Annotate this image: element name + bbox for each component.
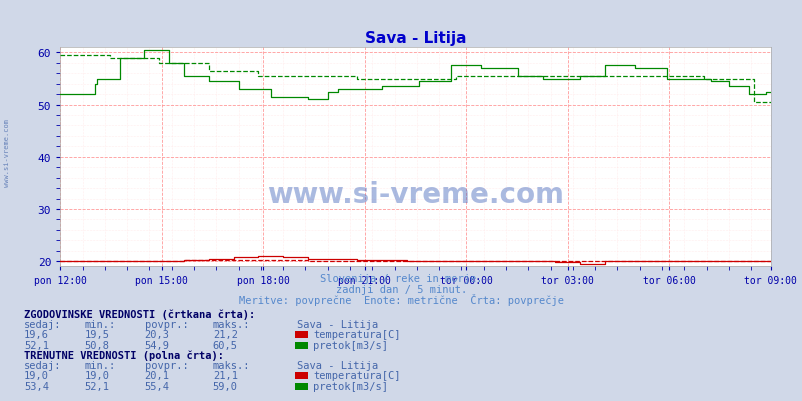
Text: TRENUTNE VREDNOSTI (polna črta):: TRENUTNE VREDNOSTI (polna črta):	[24, 349, 224, 360]
Text: maks.:: maks.:	[213, 360, 250, 370]
Text: 19,0: 19,0	[24, 370, 49, 380]
Text: 55,4: 55,4	[144, 381, 169, 391]
Text: Sava - Litija: Sava - Litija	[297, 360, 378, 370]
Text: sedaj:: sedaj:	[24, 319, 62, 329]
Text: Slovenija / reke in morje.: Slovenija / reke in morje.	[320, 273, 482, 284]
Text: 52,1: 52,1	[84, 381, 109, 391]
Text: povpr.:: povpr.:	[144, 360, 188, 370]
Text: ZGODOVINSKE VREDNOSTI (črtkana črta):: ZGODOVINSKE VREDNOSTI (črtkana črta):	[24, 308, 255, 319]
Text: 53,4: 53,4	[24, 381, 49, 391]
Text: 19,5: 19,5	[84, 329, 109, 339]
Text: Meritve: povprečne  Enote: metrične  Črta: povprečje: Meritve: povprečne Enote: metrične Črta:…	[239, 293, 563, 305]
Text: 52,1: 52,1	[24, 340, 49, 350]
Text: 19,0: 19,0	[84, 370, 109, 380]
Text: 60,5: 60,5	[213, 340, 237, 350]
Text: 50,8: 50,8	[84, 340, 109, 350]
Text: temperatura[C]: temperatura[C]	[313, 370, 400, 380]
Text: 20,3: 20,3	[144, 329, 169, 339]
Text: maks.:: maks.:	[213, 319, 250, 329]
Text: pretok[m3/s]: pretok[m3/s]	[313, 340, 387, 350]
Text: 19,6: 19,6	[24, 329, 49, 339]
Text: min.:: min.:	[84, 319, 115, 329]
Text: povpr.:: povpr.:	[144, 319, 188, 329]
Text: temperatura[C]: temperatura[C]	[313, 329, 400, 339]
Text: www.si-vreme.com: www.si-vreme.com	[267, 180, 563, 209]
Text: 20,1: 20,1	[144, 370, 169, 380]
Title: Sava - Litija: Sava - Litija	[364, 30, 466, 46]
Text: pretok[m3/s]: pretok[m3/s]	[313, 381, 387, 391]
Text: Sava - Litija: Sava - Litija	[297, 319, 378, 329]
Text: www.si-vreme.com: www.si-vreme.com	[4, 118, 10, 186]
Text: 59,0: 59,0	[213, 381, 237, 391]
Text: sedaj:: sedaj:	[24, 360, 62, 370]
Text: 21,2: 21,2	[213, 329, 237, 339]
Text: min.:: min.:	[84, 360, 115, 370]
Text: zadnji dan / 5 minut.: zadnji dan / 5 minut.	[335, 284, 467, 294]
Text: 21,1: 21,1	[213, 370, 237, 380]
Text: 54,9: 54,9	[144, 340, 169, 350]
